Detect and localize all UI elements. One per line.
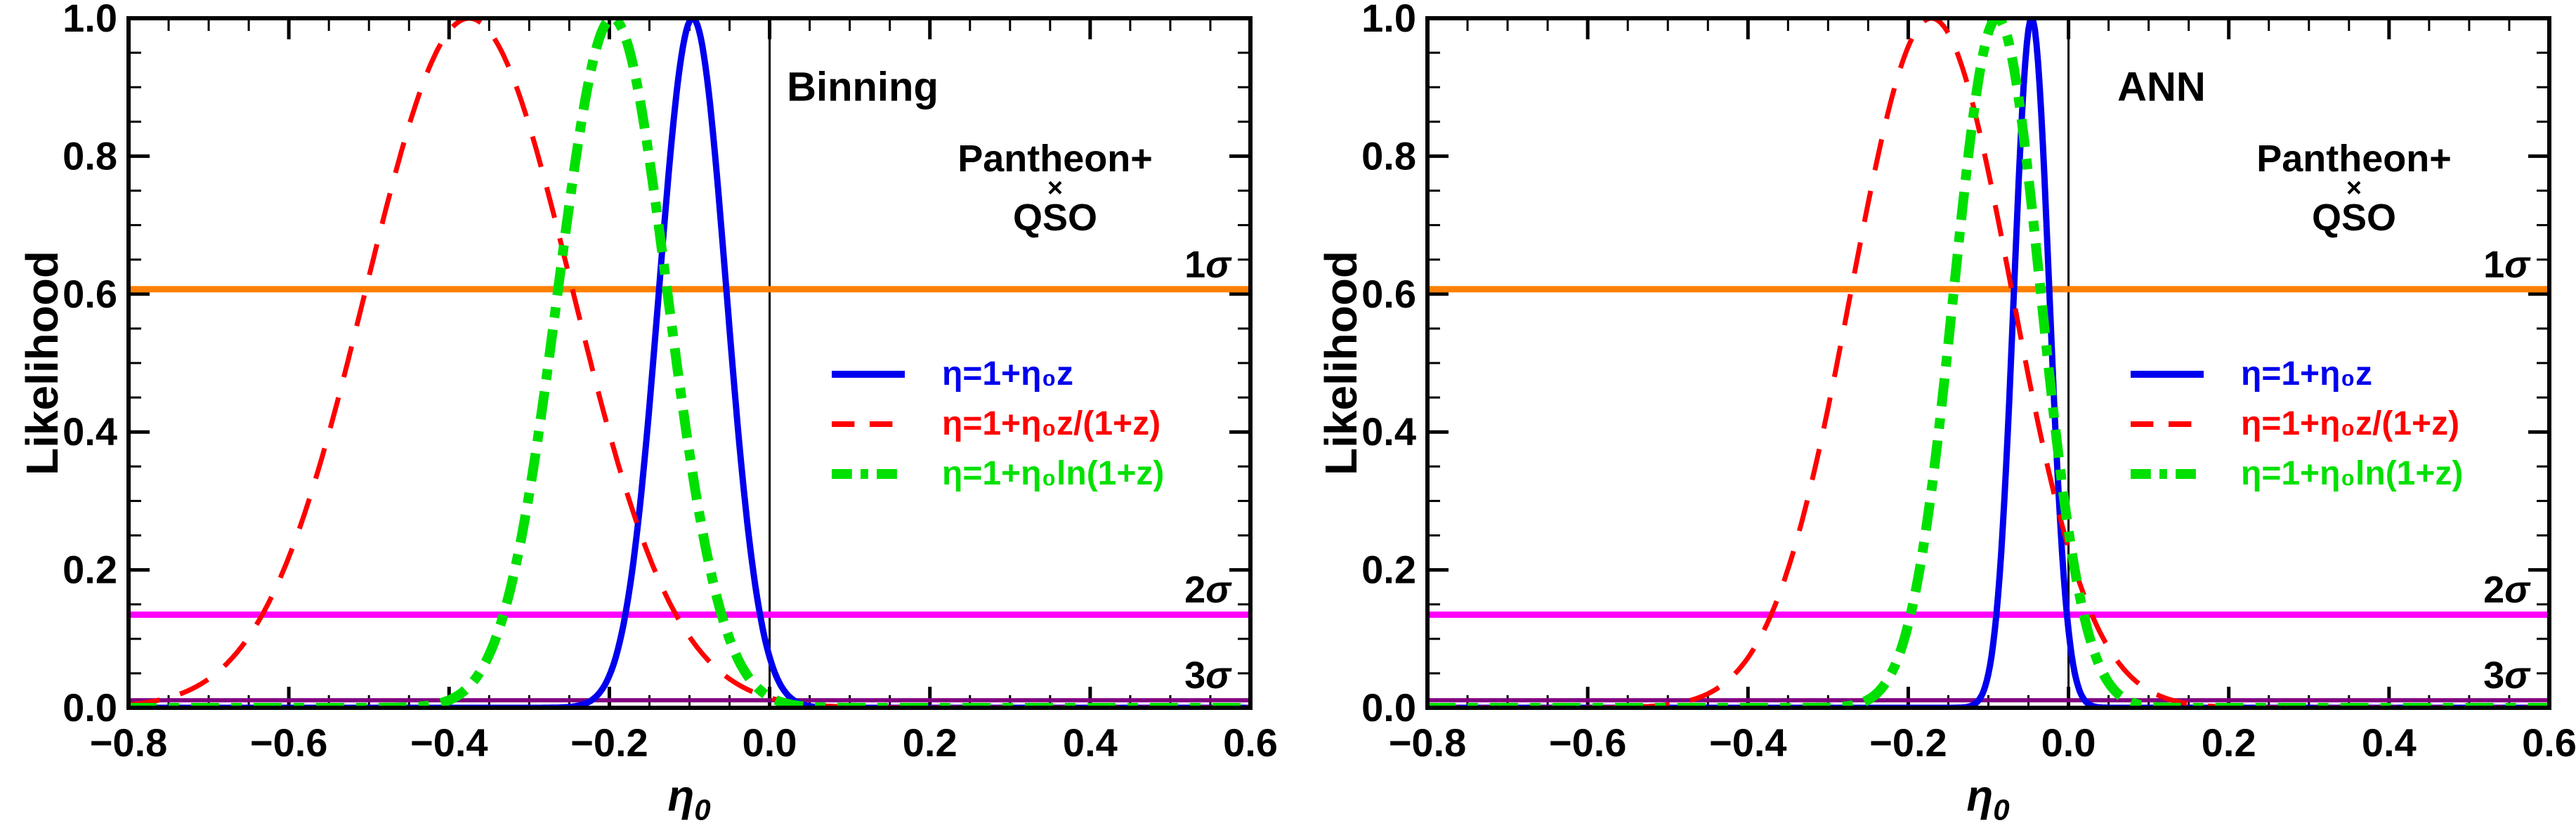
eta-symbol: η — [667, 772, 695, 821]
y-tick-label: 0.4 — [1361, 409, 1416, 454]
y-tick-label: 0.6 — [1361, 272, 1416, 316]
legend-item: η=1+η₀ln(1+z) — [2129, 449, 2463, 499]
x-axis-label: η0 — [667, 771, 710, 826]
plot-frame — [1425, 16, 2551, 710]
curve-solid — [129, 18, 1250, 708]
legend-swatch-dashed-line-icon — [832, 421, 905, 427]
sigma-3-label: 3σ — [1184, 654, 1231, 697]
legend: η=1+η₀z η=1+η₀z/(1+z) η=1+η₀ln(1+z) — [830, 349, 1164, 499]
x-tick-label: −0.8 — [90, 720, 168, 765]
legend-swatch-solid-line-icon — [832, 370, 905, 378]
panel-binning: Likelihood η0 Binning Pantheon+ × QSO η=… — [17, 64, 1231, 826]
x-tick-label: 0.6 — [2522, 720, 2576, 765]
legend-label: η=1+η₀z/(1+z) — [942, 405, 1161, 442]
y-tick-label: 0.0 — [1361, 685, 1416, 730]
dataset-line1: Pantheon+ — [957, 138, 1153, 180]
y-tick-label: 1.0 — [1361, 0, 1416, 40]
legend-label: η=1+η₀z — [942, 355, 1074, 393]
y-tick-label: 0.2 — [1361, 548, 1416, 592]
x-tick-label: −0.4 — [1709, 720, 1787, 765]
x-tick-label: −0.2 — [570, 720, 648, 765]
dataset-line1: Pantheon+ — [2256, 138, 2452, 180]
eta-subscript: 0 — [1993, 793, 2010, 826]
dataset-label: Pantheon+ × QSO — [957, 138, 1153, 239]
x-tick-label: −0.6 — [1549, 720, 1627, 765]
x-tick-label: −0.8 — [1389, 720, 1467, 765]
x-tick-label: −0.6 — [250, 720, 328, 765]
dataset-line2: QSO — [1012, 197, 1098, 239]
legend-label: η=1+η₀z/(1+z) — [2241, 405, 2460, 442]
sigma-1-label: 1σ — [2483, 243, 2530, 286]
legend-swatch-dashdot-line-icon — [2131, 468, 2204, 479]
legend-label: η=1+η₀ln(1+z) — [942, 455, 1165, 492]
multiply-sign: × — [2346, 173, 2362, 203]
x-axis-label: η0 — [1966, 771, 2009, 826]
x-tick-label: 0.6 — [1223, 720, 1278, 765]
sigma-3-label: 3σ — [2483, 654, 2530, 697]
y-axis-label: Likelihood — [17, 251, 67, 475]
legend-label: η=1+η₀ln(1+z) — [2241, 455, 2464, 492]
sigma-2-label: 2σ — [1184, 569, 1231, 612]
x-tick-label: −0.4 — [410, 720, 488, 765]
y-tick-label: 0.0 — [63, 685, 117, 730]
legend-swatch-dashed-line-icon — [2131, 421, 2204, 427]
legend-item: η=1+η₀z — [2129, 349, 2463, 399]
legend-swatch-solid-line-icon — [2131, 370, 2204, 378]
dataset-line2: QSO — [2311, 197, 2397, 239]
x-tick-label: 0.4 — [2362, 720, 2417, 765]
sigma-2-label: 2σ — [2483, 569, 2530, 612]
curve-solid — [1427, 18, 2549, 708]
legend-swatch-dashdot-line-icon — [832, 468, 905, 479]
sigma-1-label: 1σ — [1184, 243, 1231, 286]
y-tick-label: 0.2 — [63, 548, 117, 592]
y-tick-label: 0.8 — [63, 133, 117, 178]
legend: η=1+η₀z η=1+η₀z/(1+z) η=1+η₀ln(1+z) — [2129, 349, 2463, 499]
legend-item: η=1+η₀z — [830, 349, 1164, 399]
y-tick-label: 0.6 — [63, 272, 117, 316]
x-tick-label: 0.0 — [2041, 720, 2096, 765]
x-tick-label: 0.4 — [1063, 720, 1118, 765]
panel-title: ANN — [2117, 64, 2206, 110]
y-tick-label: 0.8 — [1361, 133, 1416, 178]
eta-symbol: η — [1966, 772, 1994, 821]
curve-dash-dotted — [129, 18, 1250, 708]
y-tick-label: 1.0 — [63, 0, 117, 40]
panel-title: Binning — [787, 64, 939, 110]
plot-frame — [126, 16, 1253, 710]
x-tick-label: 0.0 — [743, 720, 797, 765]
legend-item: η=1+η₀z/(1+z) — [2129, 399, 2463, 449]
eta-subscript: 0 — [694, 793, 711, 826]
x-tick-label: −0.2 — [1869, 720, 1947, 765]
dataset-label: Pantheon+ × QSO — [2256, 138, 2452, 239]
x-tick-label: 0.2 — [2202, 720, 2256, 765]
x-tick-label: 0.2 — [903, 720, 957, 765]
y-tick-label: 0.4 — [63, 409, 117, 454]
panel-ann: Likelihood η0 ANN Pantheon+ × QSO η=1+η₀… — [1299, 0, 2576, 837]
legend-label: η=1+η₀z — [2241, 355, 2373, 393]
curve-dash-dotted — [1427, 18, 2549, 708]
y-axis-label: Likelihood — [1316, 251, 1366, 475]
legend-item: η=1+η₀ln(1+z) — [830, 449, 1164, 499]
multiply-sign: × — [1047, 173, 1064, 203]
legend-item: η=1+η₀z/(1+z) — [830, 399, 1164, 449]
